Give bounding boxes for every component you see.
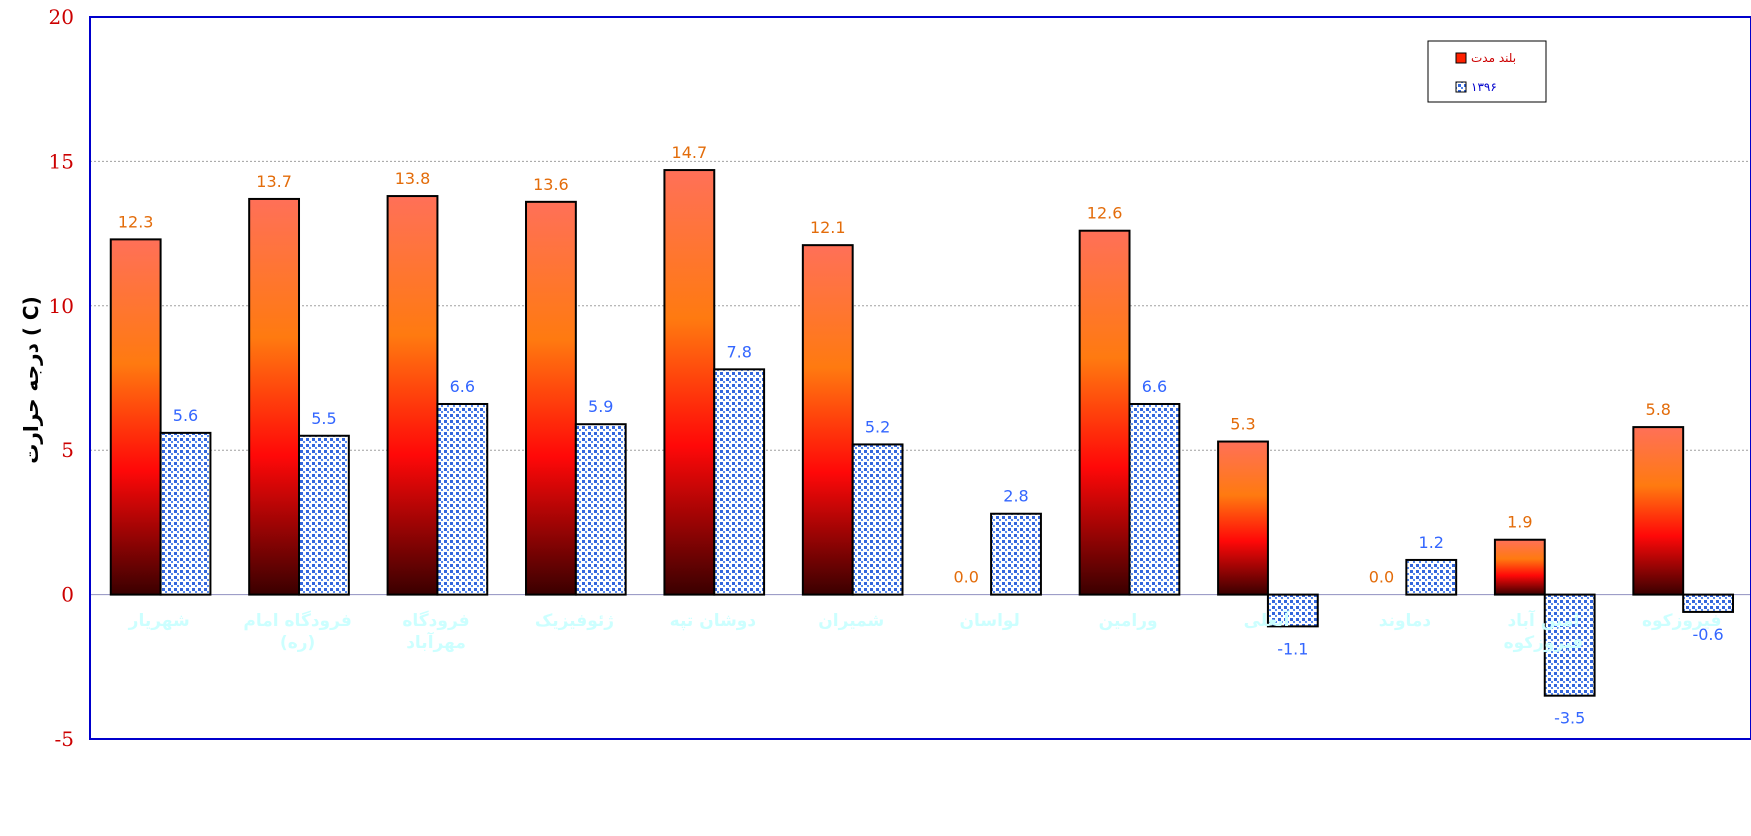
x-category-label: فرودگاه امام (ره) — [243, 610, 351, 653]
data-label-long-term: 1.9 — [1507, 513, 1532, 532]
data-label-1396: 7.8 — [726, 342, 751, 361]
legend-box — [1427, 40, 1547, 103]
bar-1396 — [851, 443, 904, 596]
y-tick-label: 20 — [49, 5, 74, 29]
x-category-label: فیروزکوه — [1642, 611, 1722, 631]
data-label-1396: 5.5 — [311, 409, 336, 428]
data-label-1396: 5.9 — [588, 397, 613, 416]
bars — [109, 169, 1735, 697]
bar-long-term — [386, 195, 439, 596]
x-category-label: فرودگاه مهرآباد — [402, 610, 469, 653]
data-label-long-term: 12.1 — [810, 218, 846, 237]
x-category-label: ورامین — [1099, 611, 1158, 631]
data-label-long-term: 14.7 — [672, 143, 708, 162]
legend-label-1396: ۱۳۹۶ — [1471, 80, 1497, 94]
category-labels: شهریار فرودگاه امام (ره) فرودگاه مهرآباد ژئوف… — [128, 609, 1722, 653]
bar-1396 — [574, 423, 627, 596]
bar-long-term — [525, 200, 577, 596]
bar-long-term — [801, 244, 854, 596]
data-label-1396: -0.6 — [1692, 625, 1723, 644]
legend-swatch-long-term — [1455, 52, 1467, 64]
bar-long-term — [663, 169, 716, 596]
bar-1396 — [1405, 558, 1458, 596]
bar-1396 — [1543, 593, 1596, 697]
bar-1396 — [1266, 593, 1319, 628]
y-tick-label: 5 — [61, 438, 74, 462]
x-category-label: دماوند — [1379, 611, 1432, 631]
x-category-label: دوشان تپه — [670, 611, 757, 631]
data-label-1396: -3.5 — [1554, 709, 1585, 728]
gridlines — [90, 160, 1751, 596]
bar-long-term — [248, 197, 301, 596]
data-label-1396: -1.1 — [1277, 639, 1308, 658]
bar-long-term — [1078, 229, 1131, 596]
bar-1396 — [990, 512, 1042, 596]
data-label-1396: 5.2 — [865, 417, 890, 436]
x-category-label: آبعلی — [1244, 609, 1291, 631]
x-category-label: امین آباد فیروزکوه — [1504, 609, 1584, 653]
data-labels: 12.3 5.6 13.7 5.5 13.8 6.6 13.6 5.9 14.7 7.8 12.1 5… — [118, 143, 1724, 728]
x-category-label: ژئوفیزیک — [535, 611, 614, 631]
legend-label-long-term: بلند مدت — [1471, 51, 1516, 65]
bar-1396 — [436, 402, 489, 596]
data-label-1396: 2.8 — [1003, 487, 1028, 506]
x-category-label: شهریار — [128, 611, 190, 631]
bar-1396 — [1682, 593, 1735, 613]
data-label-long-term: 5.8 — [1646, 400, 1671, 419]
data-label-long-term: 13.7 — [256, 172, 292, 191]
bar-1396 — [1128, 402, 1181, 596]
data-label-1396: 5.6 — [173, 406, 198, 425]
data-label-long-term: 12.3 — [118, 212, 154, 231]
legend: بلند مدت ۱۳۹۶ — [1427, 40, 1547, 103]
bar-1396 — [713, 368, 766, 596]
plot-area-frame — [89, 16, 1751, 740]
data-label-long-term: 5.3 — [1230, 415, 1255, 434]
bar-long-term — [1632, 426, 1685, 596]
y-axis-title: درجه حرارت ( C) — [19, 296, 43, 464]
y-tick-label: 0 — [61, 583, 74, 607]
data-label-1396: 1.2 — [1419, 533, 1444, 552]
legend-swatch-1396 — [1455, 81, 1467, 93]
y-tick-label: 10 — [49, 294, 74, 318]
y-axis-ticks: -5 0 5 10 15 20 — [49, 5, 74, 751]
y-tick-label: -5 — [55, 727, 74, 751]
data-label-long-term: 0.0 — [953, 568, 978, 587]
data-label-long-term: 13.6 — [533, 175, 569, 194]
x-category-label: لواسان — [959, 611, 1019, 631]
bar-1396 — [159, 431, 212, 596]
bar-1396 — [298, 434, 350, 596]
bar-long-term — [1217, 440, 1269, 596]
y-tick-label: 15 — [49, 149, 74, 173]
bar-long-term — [1493, 538, 1546, 596]
data-label-long-term: 13.8 — [395, 169, 431, 188]
data-label-long-term: 12.6 — [1087, 204, 1123, 223]
data-label-1396: 6.6 — [1142, 377, 1167, 396]
x-category-label: شمیران — [818, 611, 884, 631]
data-label-1396: 6.6 — [450, 377, 475, 396]
data-label-long-term: 0.0 — [1369, 568, 1394, 587]
bar-long-term — [109, 238, 162, 596]
